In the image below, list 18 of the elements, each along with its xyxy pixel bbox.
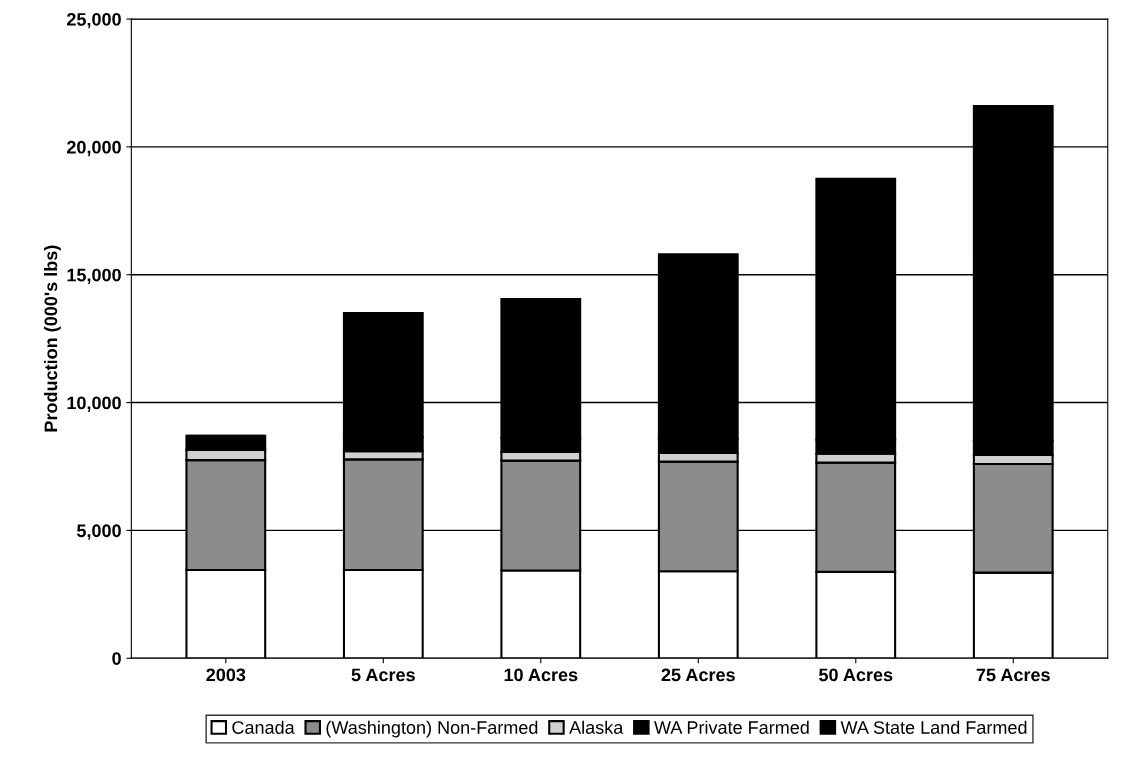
y-tick-label: 0 [112, 652, 121, 665]
legend-label: Alaska [569, 720, 624, 734]
y-axis-title: Production (000's lbs) [44, 245, 61, 432]
y-tick-label: 15,000 [67, 268, 121, 285]
legend-label: WA Private Farmed [654, 720, 809, 734]
x-tick-label: 25 Acres [661, 668, 735, 682]
y-tick-label: 10,000 [67, 396, 121, 412]
x-tick-label: 5 Acres [351, 668, 415, 682]
x-tick-label: 10 Acres [504, 668, 578, 682]
legend-label: Canada [232, 720, 295, 734]
x-tick-label: 75 Acres [976, 668, 1050, 682]
x-tick-label: 50 Acres [819, 668, 893, 682]
y-tick-label: 20,000 [67, 140, 121, 157]
legend-label: WA State Land Farmed [840, 720, 1027, 734]
x-tick-label: 2003 [206, 668, 246, 682]
y-tick-label: 25,000 [67, 12, 121, 29]
legend-label: (Washington) Non-Farmed [326, 720, 538, 738]
y-tick-label: 5,000 [76, 524, 121, 540]
